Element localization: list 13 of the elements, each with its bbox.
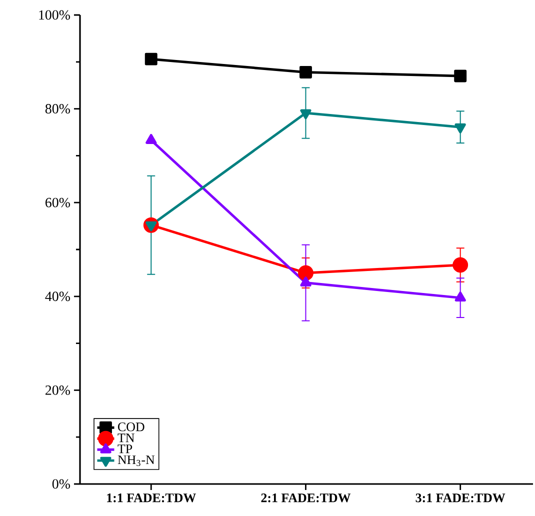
x-tick-label: 1:1 FADE:TDW bbox=[107, 494, 196, 502]
y-tick-label: 100% bbox=[39, 10, 70, 20]
y-tick-label: 20% bbox=[46, 385, 70, 395]
y-tick-label: 80% bbox=[45, 104, 70, 114]
legend-label: NH$_{3}$-N bbox=[118, 456, 155, 466]
y-tick-label: 0% bbox=[52, 479, 70, 489]
x-tick-label: 3:1 FADE:TDW bbox=[416, 494, 506, 502]
legend-label: TN bbox=[118, 434, 134, 442]
x-tick-label: 2:1 FADE:TDW bbox=[261, 494, 351, 502]
y-tick-label: 40% bbox=[45, 292, 70, 302]
legend-label: TP bbox=[118, 444, 132, 454]
legend-label: COD bbox=[118, 422, 144, 432]
y-tick-label: 60% bbox=[46, 198, 70, 208]
